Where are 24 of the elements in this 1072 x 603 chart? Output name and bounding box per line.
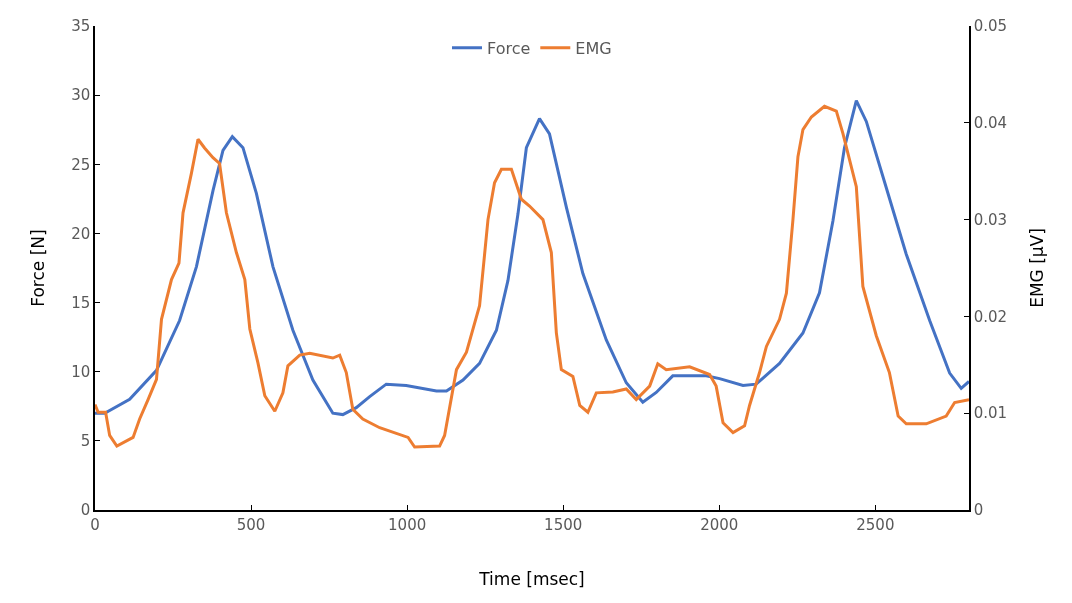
y-tick-label: 0 <box>80 501 91 520</box>
y2-tick-label: 0 <box>973 501 984 520</box>
y2-tick-label: 0.04 <box>973 114 1008 133</box>
y-tick-label: 10 <box>71 362 91 381</box>
x-tick-label: 500 <box>236 515 266 534</box>
x-tick-label: 1000 <box>388 515 427 534</box>
y-axis-title: Force [N] <box>28 229 49 307</box>
x-tick-label: 2500 <box>856 515 895 534</box>
y-tick-label: 15 <box>71 293 91 312</box>
y2-axis-title: EMG [µV] <box>1027 228 1048 308</box>
x-tick-label: 2000 <box>700 515 739 534</box>
y-tick-label: 35 <box>71 17 91 36</box>
y2-tick-label: 0.03 <box>973 210 1008 229</box>
y-tick-label: 20 <box>71 224 91 243</box>
y2-tick-label: 0.01 <box>973 404 1008 423</box>
y-tick-label: 25 <box>71 155 91 174</box>
y2-tick-label: 0.02 <box>973 307 1008 326</box>
legend-label: Force <box>487 38 531 58</box>
x-tick-label: 1500 <box>544 515 583 534</box>
x-axis-title: Time [msec] <box>478 568 585 589</box>
y-tick-label: 30 <box>71 86 91 105</box>
y-tick-label: 5 <box>80 432 91 451</box>
y2-tick-label: 0.05 <box>973 17 1008 36</box>
legend-label: EMG <box>575 38 612 58</box>
